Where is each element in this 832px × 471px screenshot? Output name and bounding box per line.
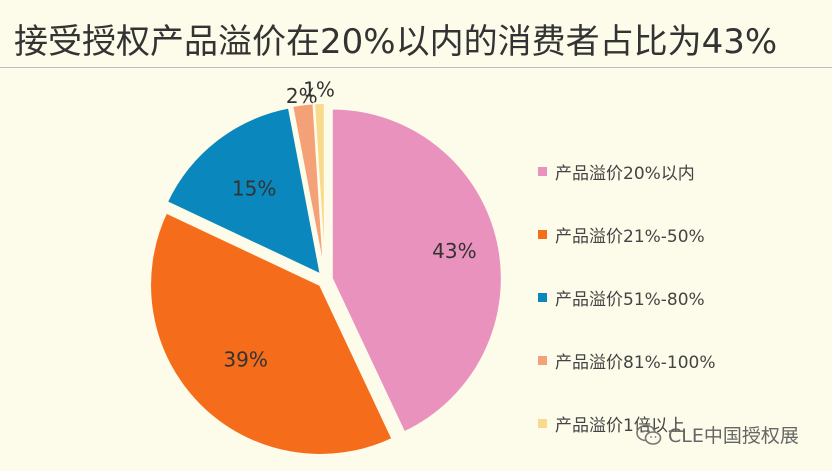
legend-swatch-1 — [538, 230, 547, 239]
legend-label-3: 产品溢价81%-100% — [555, 353, 716, 373]
legend-item-3: 产品溢价81%-100% — [538, 329, 716, 392]
watermark: CLE中国授权展 — [636, 421, 799, 448]
slice-label-0: 43% — [432, 239, 476, 263]
slice-label-3: 2% — [286, 84, 318, 108]
pie-slice-1 — [149, 211, 394, 456]
legend: 产品溢价20%以内 产品溢价21%-50% 产品溢价51%-80% 产品溢价81… — [538, 140, 716, 455]
pie-slice-4 — [313, 102, 326, 274]
legend-label-2: 产品溢价51%-80% — [555, 290, 705, 310]
chart-title: 接受授权产品溢价在20%以内的消费者占比为43% — [14, 22, 778, 62]
wechat-icon — [636, 424, 662, 445]
legend-swatch-3 — [538, 356, 547, 365]
legend-swatch-4 — [538, 419, 547, 428]
slice-label-2: 15% — [232, 177, 276, 201]
legend-item-1: 产品溢价21%-50% — [538, 203, 716, 266]
pie-slice-0 — [330, 107, 503, 434]
legend-item-0: 产品溢价20%以内 — [538, 140, 716, 203]
legend-swatch-2 — [538, 293, 547, 302]
watermark-text: CLE中国授权展 — [668, 425, 799, 447]
legend-swatch-0 — [538, 167, 547, 176]
legend-item-2: 产品溢价51%-80% — [538, 266, 716, 329]
pie-slice-2 — [165, 106, 323, 277]
legend-label-0: 产品溢价20%以内 — [555, 164, 695, 184]
slice-label-1: 39% — [223, 347, 267, 371]
title-divider — [0, 67, 832, 68]
legend-label-1: 产品溢价21%-50% — [555, 227, 705, 247]
slice-label-4: 1% — [303, 78, 335, 102]
